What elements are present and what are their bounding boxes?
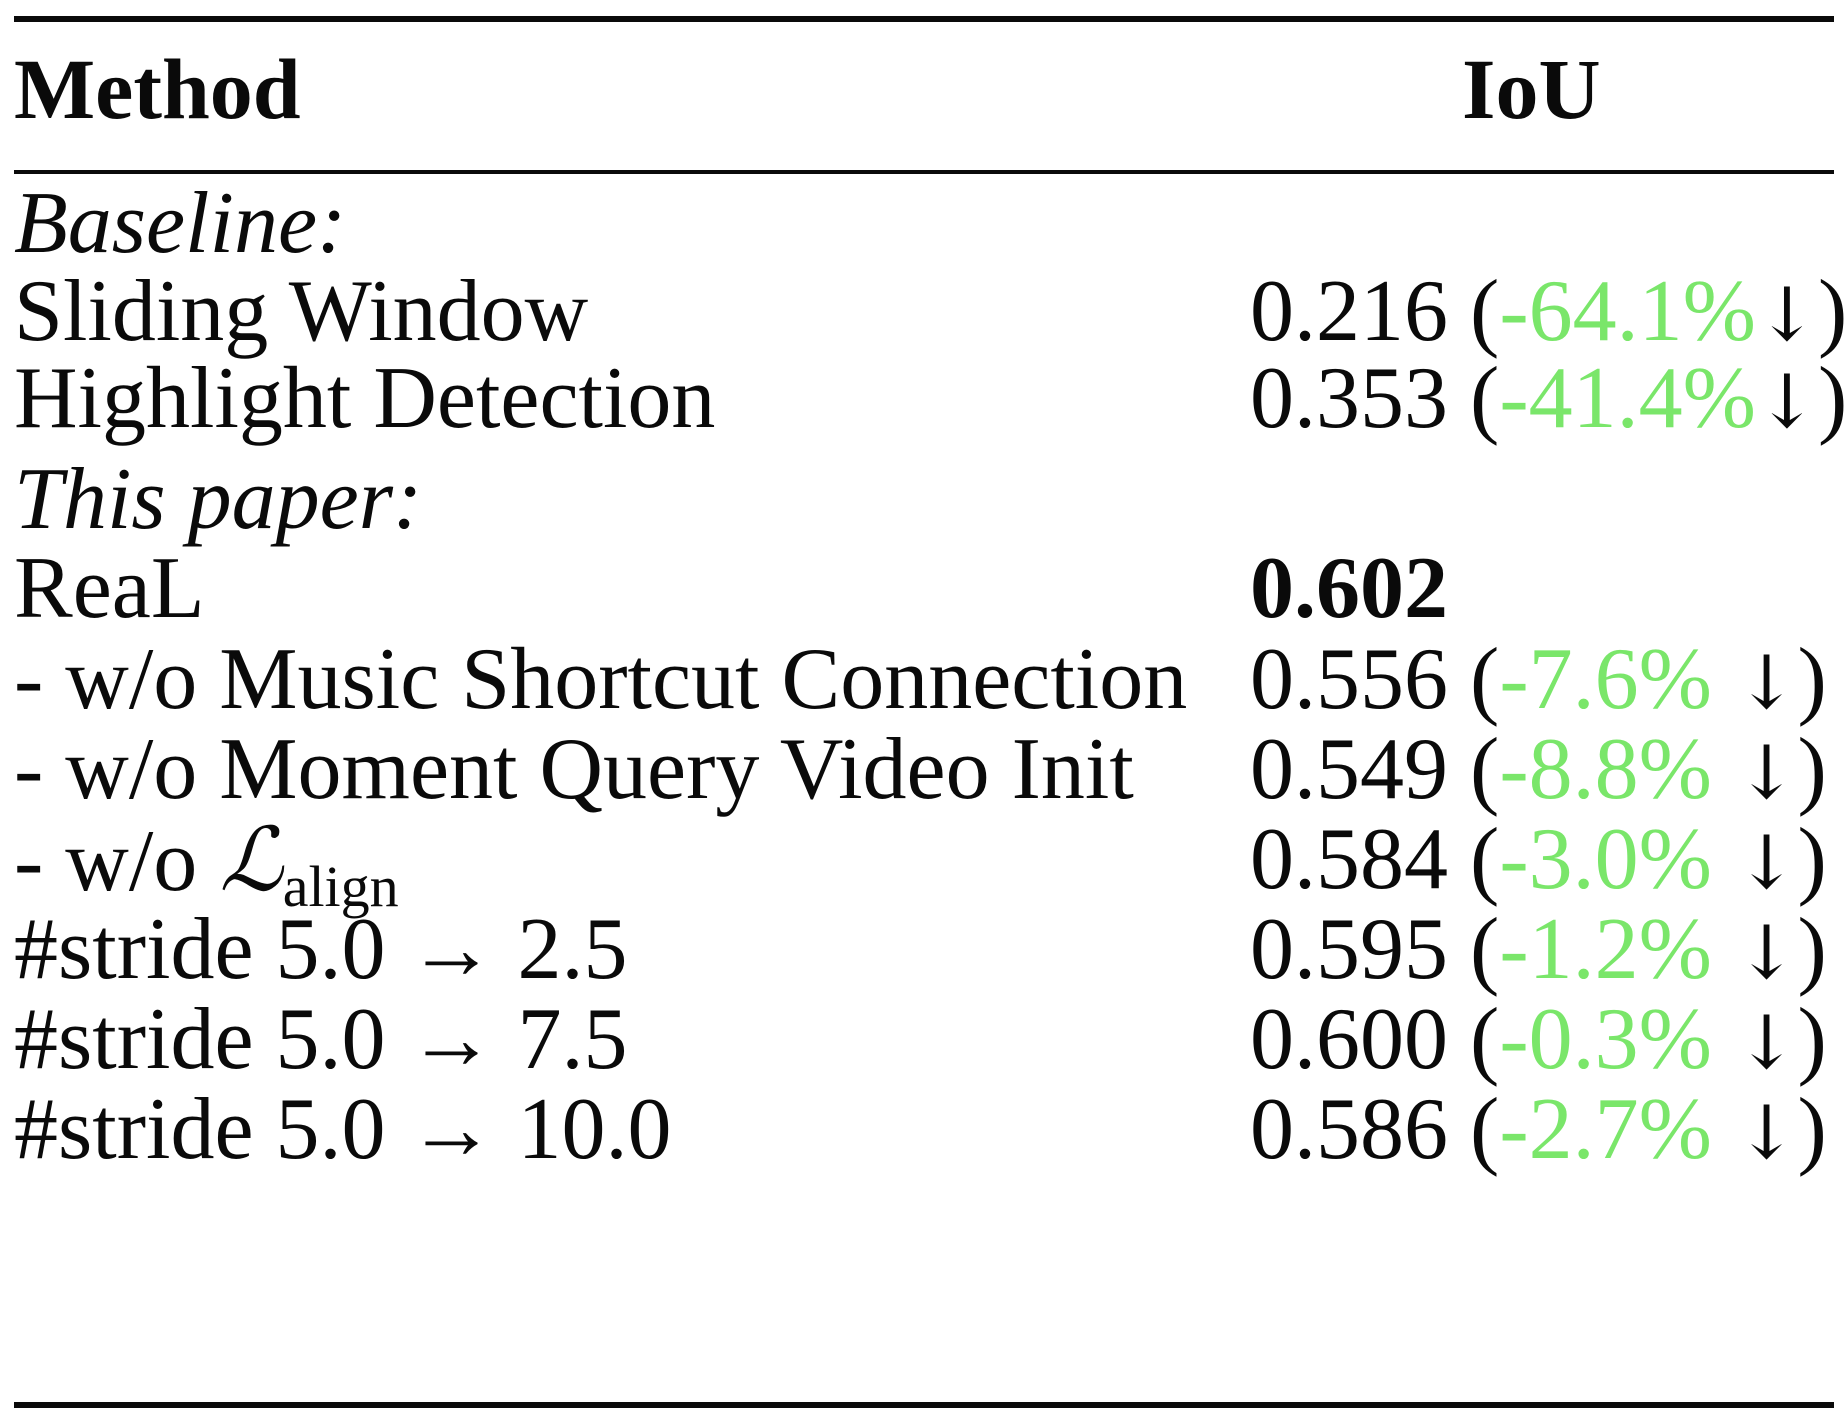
- iou-value: 0.556: [1250, 631, 1448, 728]
- paren-open: (: [1470, 631, 1500, 728]
- down-arrow-icon: ↓: [1711, 640, 1798, 726]
- row-method: #stride 5.0 → 10.0: [14, 1081, 672, 1178]
- paren-close: ): [1797, 721, 1827, 818]
- row-iou-cell: 0.584 (-3.0% ↓): [1250, 816, 1827, 904]
- row-iou-cell: 0.549 (-8.8% ↓): [1250, 726, 1827, 814]
- row-method: Sliding Window: [14, 263, 589, 360]
- iou-value: 0.549: [1250, 721, 1448, 818]
- row-method: - w/o Music Shortcut Connection: [14, 631, 1188, 728]
- paren-close: ): [1797, 991, 1827, 1088]
- down-arrow-icon: ↓: [1755, 272, 1818, 358]
- row-method: #stride 5.0 → 7.5: [14, 991, 628, 1088]
- paren-open: (: [1470, 721, 1500, 818]
- row-method: ReaL: [14, 540, 205, 637]
- results-table: Method IoU Baseline: Sliding Window 0.21…: [14, 0, 1846, 1424]
- row-iou-cell: 0.595 (-1.2% ↓): [1250, 906, 1827, 994]
- iou-value: 0.584: [1250, 811, 1448, 908]
- section-baseline: Baseline:: [14, 175, 347, 272]
- top-rule: [14, 16, 1834, 22]
- iou-value: 0.595: [1250, 901, 1448, 998]
- paren-close: ): [1817, 350, 1846, 447]
- method-prefix: - w/o: [14, 813, 220, 910]
- row-iou-cell: 0.216 (-64.1%↓): [1250, 268, 1846, 356]
- section-this-paper: This paper:: [14, 451, 423, 548]
- header-iou: IoU: [1462, 41, 1601, 137]
- header-rule: [14, 170, 1834, 174]
- delta-value: -7.6%: [1499, 631, 1712, 728]
- delta-value: -0.3%: [1499, 991, 1712, 1088]
- row-iou-cell: 0.586 (-2.7% ↓): [1250, 1086, 1827, 1174]
- row-iou-cell: 0.353 (-41.4%↓): [1250, 355, 1846, 443]
- down-arrow-icon: ↓: [1711, 1000, 1798, 1086]
- paren-close: ): [1797, 1081, 1827, 1178]
- down-arrow-icon: ↓: [1711, 730, 1798, 816]
- delta-value: -8.8%: [1499, 721, 1712, 818]
- row-method: #stride 5.0 → 2.5: [14, 901, 628, 998]
- row-method: - w/o Moment Query Video Init: [14, 721, 1134, 818]
- row-method: Highlight Detection: [14, 350, 716, 447]
- paren-open: (: [1470, 991, 1500, 1088]
- paren-open: (: [1470, 350, 1500, 447]
- delta-value: -2.7%: [1499, 1081, 1712, 1178]
- down-arrow-icon: ↓: [1755, 359, 1818, 445]
- delta-value: -64.1%: [1499, 263, 1756, 360]
- down-arrow-icon: ↓: [1711, 910, 1798, 996]
- bottom-rule: [14, 1402, 1834, 1408]
- paren-close: ): [1817, 263, 1846, 360]
- paren-close: ): [1797, 631, 1827, 728]
- best-iou-value: 0.602: [1250, 540, 1448, 637]
- paren-close: ): [1797, 811, 1827, 908]
- delta-value: -41.4%: [1499, 350, 1756, 447]
- iou-value: 0.216: [1250, 263, 1448, 360]
- row-iou-cell: 0.556 (-7.6% ↓): [1250, 636, 1827, 724]
- paren-close: ): [1797, 901, 1827, 998]
- row-iou-cell: 0.600 (-0.3% ↓): [1250, 996, 1827, 1084]
- loss-symbol: ℒ: [219, 808, 283, 911]
- loss-subscript: align: [282, 854, 399, 919]
- row-method: - w/o ℒalign: [14, 816, 399, 916]
- iou-value: 0.586: [1250, 1081, 1448, 1178]
- paren-open: (: [1470, 901, 1500, 998]
- paren-open: (: [1470, 1081, 1500, 1178]
- iou-value: 0.353: [1250, 350, 1448, 447]
- delta-value: -3.0%: [1499, 811, 1712, 908]
- down-arrow-icon: ↓: [1711, 820, 1798, 906]
- down-arrow-icon: ↓: [1711, 1090, 1798, 1176]
- delta-value: -1.2%: [1499, 901, 1712, 998]
- header-method: Method: [14, 41, 301, 137]
- iou-value: 0.600: [1250, 991, 1448, 1088]
- paren-open: (: [1470, 263, 1500, 360]
- paren-open: (: [1470, 811, 1500, 908]
